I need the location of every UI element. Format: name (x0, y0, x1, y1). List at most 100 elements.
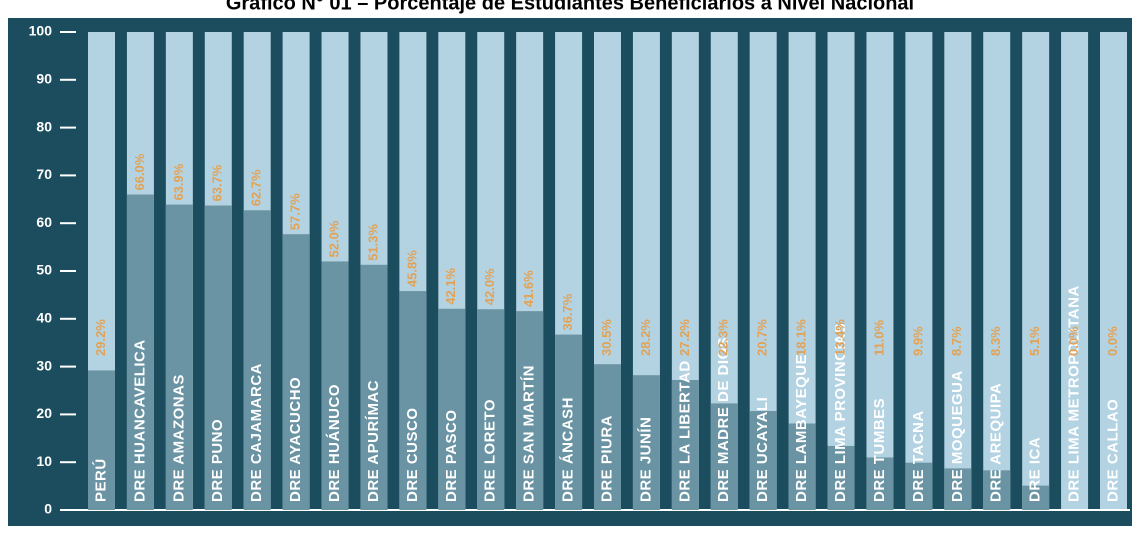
bar (983, 470, 1011, 510)
x-tick-label: DRE LAMBAYEQUE (793, 354, 810, 502)
bar (1022, 485, 1050, 510)
value-label: 29.2% (93, 319, 108, 356)
y-tick-label: 90 (36, 71, 52, 87)
y-tick-label: 80 (36, 118, 52, 134)
bar (243, 210, 271, 510)
value-label: 8.7% (949, 326, 964, 356)
bar (126, 194, 154, 510)
bar (321, 261, 349, 510)
value-label: 42.0% (482, 268, 497, 305)
bar-track (983, 32, 1011, 510)
value-label: 5.1% (1027, 326, 1042, 356)
bar (477, 309, 505, 510)
value-label: 45.8% (404, 250, 419, 287)
y-tick-label: 20 (36, 405, 52, 421)
x-tick-label: DRE SAN MARTÍN (521, 365, 538, 502)
x-tick-label: DRE AMAZONAS (170, 374, 187, 502)
x-tick-label: DRE AYACUCHO (287, 377, 304, 502)
x-tick-label: DRE PASCO (443, 409, 460, 502)
x-tick-label: DRE CUSCO (404, 407, 421, 502)
x-tick-label: DRE TACNA (910, 410, 927, 502)
x-tick-label: DRE CALLAO (1104, 399, 1121, 502)
bar (710, 403, 738, 510)
bar (905, 462, 933, 510)
value-label: 66.0% (132, 153, 147, 190)
bar (632, 375, 660, 510)
value-label: 13.4% (832, 319, 847, 356)
value-label: 42.1% (443, 267, 458, 304)
x-tick-label: DRE LORETO (482, 399, 499, 502)
x-tick-label: DRE LIMA PROVINCIAS (832, 323, 849, 502)
x-tick-label: DRE MADRE DE DIOS (715, 337, 732, 502)
bar (204, 205, 232, 510)
bar (594, 364, 621, 510)
value-label: 28.2% (638, 319, 653, 356)
bar (438, 308, 466, 510)
y-tick-label: 70 (36, 166, 52, 182)
x-tick-label: DRE MOQUEGUA (949, 370, 966, 502)
bar (866, 457, 894, 510)
bar (282, 234, 310, 510)
y-tick-label: 100 (29, 23, 53, 39)
bar (516, 311, 544, 510)
x-tick-label: DRE ÁNCASH (560, 397, 577, 502)
bar (399, 291, 427, 510)
y-tick-label: 50 (36, 262, 52, 278)
chart-title: Gráfico N° 01 – Porcentaje de Estudiante… (226, 0, 914, 14)
value-label: 51.3% (365, 223, 380, 260)
bar (944, 468, 972, 510)
bar (88, 370, 115, 510)
bar-track (944, 32, 972, 510)
bar (555, 334, 583, 510)
bar (165, 204, 193, 511)
value-label: 18.1% (794, 319, 809, 356)
value-label: 52.0% (326, 220, 341, 257)
bar-track (905, 32, 933, 510)
value-label: 0.0% (1105, 326, 1120, 356)
value-label: 0.0% (1066, 326, 1081, 356)
x-tick-label: DRE PUNO (209, 419, 226, 502)
x-tick-label: DRE AREQUIPA (988, 383, 1005, 502)
value-label: 57.7% (288, 193, 303, 230)
x-tick-label: DRE JUNÍN (637, 417, 654, 502)
value-label: 9.9% (910, 326, 925, 356)
bar-track (1061, 32, 1089, 510)
x-tick-label: DRE APURÍMAC (365, 380, 382, 502)
y-tick-label: 40 (36, 310, 52, 326)
value-label: 63.7% (210, 164, 225, 201)
bar-track (1022, 32, 1050, 510)
x-tick-label: DRE PIURA (598, 415, 615, 502)
value-label: 41.6% (521, 270, 536, 307)
bar (671, 379, 699, 510)
bar (749, 411, 777, 510)
x-tick-label: DRE LA LIBERTAD (676, 360, 693, 502)
y-tick-label: 0 (44, 501, 52, 517)
bar (788, 423, 816, 510)
x-tick-label: DRE HUÁNUCO (326, 384, 343, 502)
bar (827, 445, 855, 510)
bar-track (1100, 32, 1127, 510)
x-tick-label: DRE ICA (1027, 437, 1044, 502)
x-tick-label: PERÚ (91, 458, 109, 502)
value-label: 30.5% (599, 319, 614, 356)
value-label: 8.3% (988, 326, 1003, 356)
y-tick-label: 30 (36, 357, 52, 373)
bar-track (866, 32, 894, 510)
value-label: 62.7% (249, 169, 264, 206)
value-label: 27.2% (677, 319, 692, 356)
value-label: 36.7% (560, 293, 575, 330)
x-tick-label: DRE LIMA METROPOLITANA (1066, 285, 1083, 502)
value-label: 11.0% (871, 319, 886, 356)
bar-track (827, 32, 855, 510)
bar (360, 264, 388, 510)
value-label: 22.3% (716, 319, 731, 356)
value-label: 63.9% (171, 163, 186, 200)
x-tick-label: DRE TUMBES (871, 398, 888, 502)
y-tick-label: 10 (36, 453, 52, 469)
x-tick-label: DRE UCAYALI (754, 397, 771, 502)
y-tick-label: 60 (36, 214, 52, 230)
x-tick-label: DRE HUANCAVELICA (131, 339, 148, 502)
value-label: 20.7% (755, 319, 770, 356)
